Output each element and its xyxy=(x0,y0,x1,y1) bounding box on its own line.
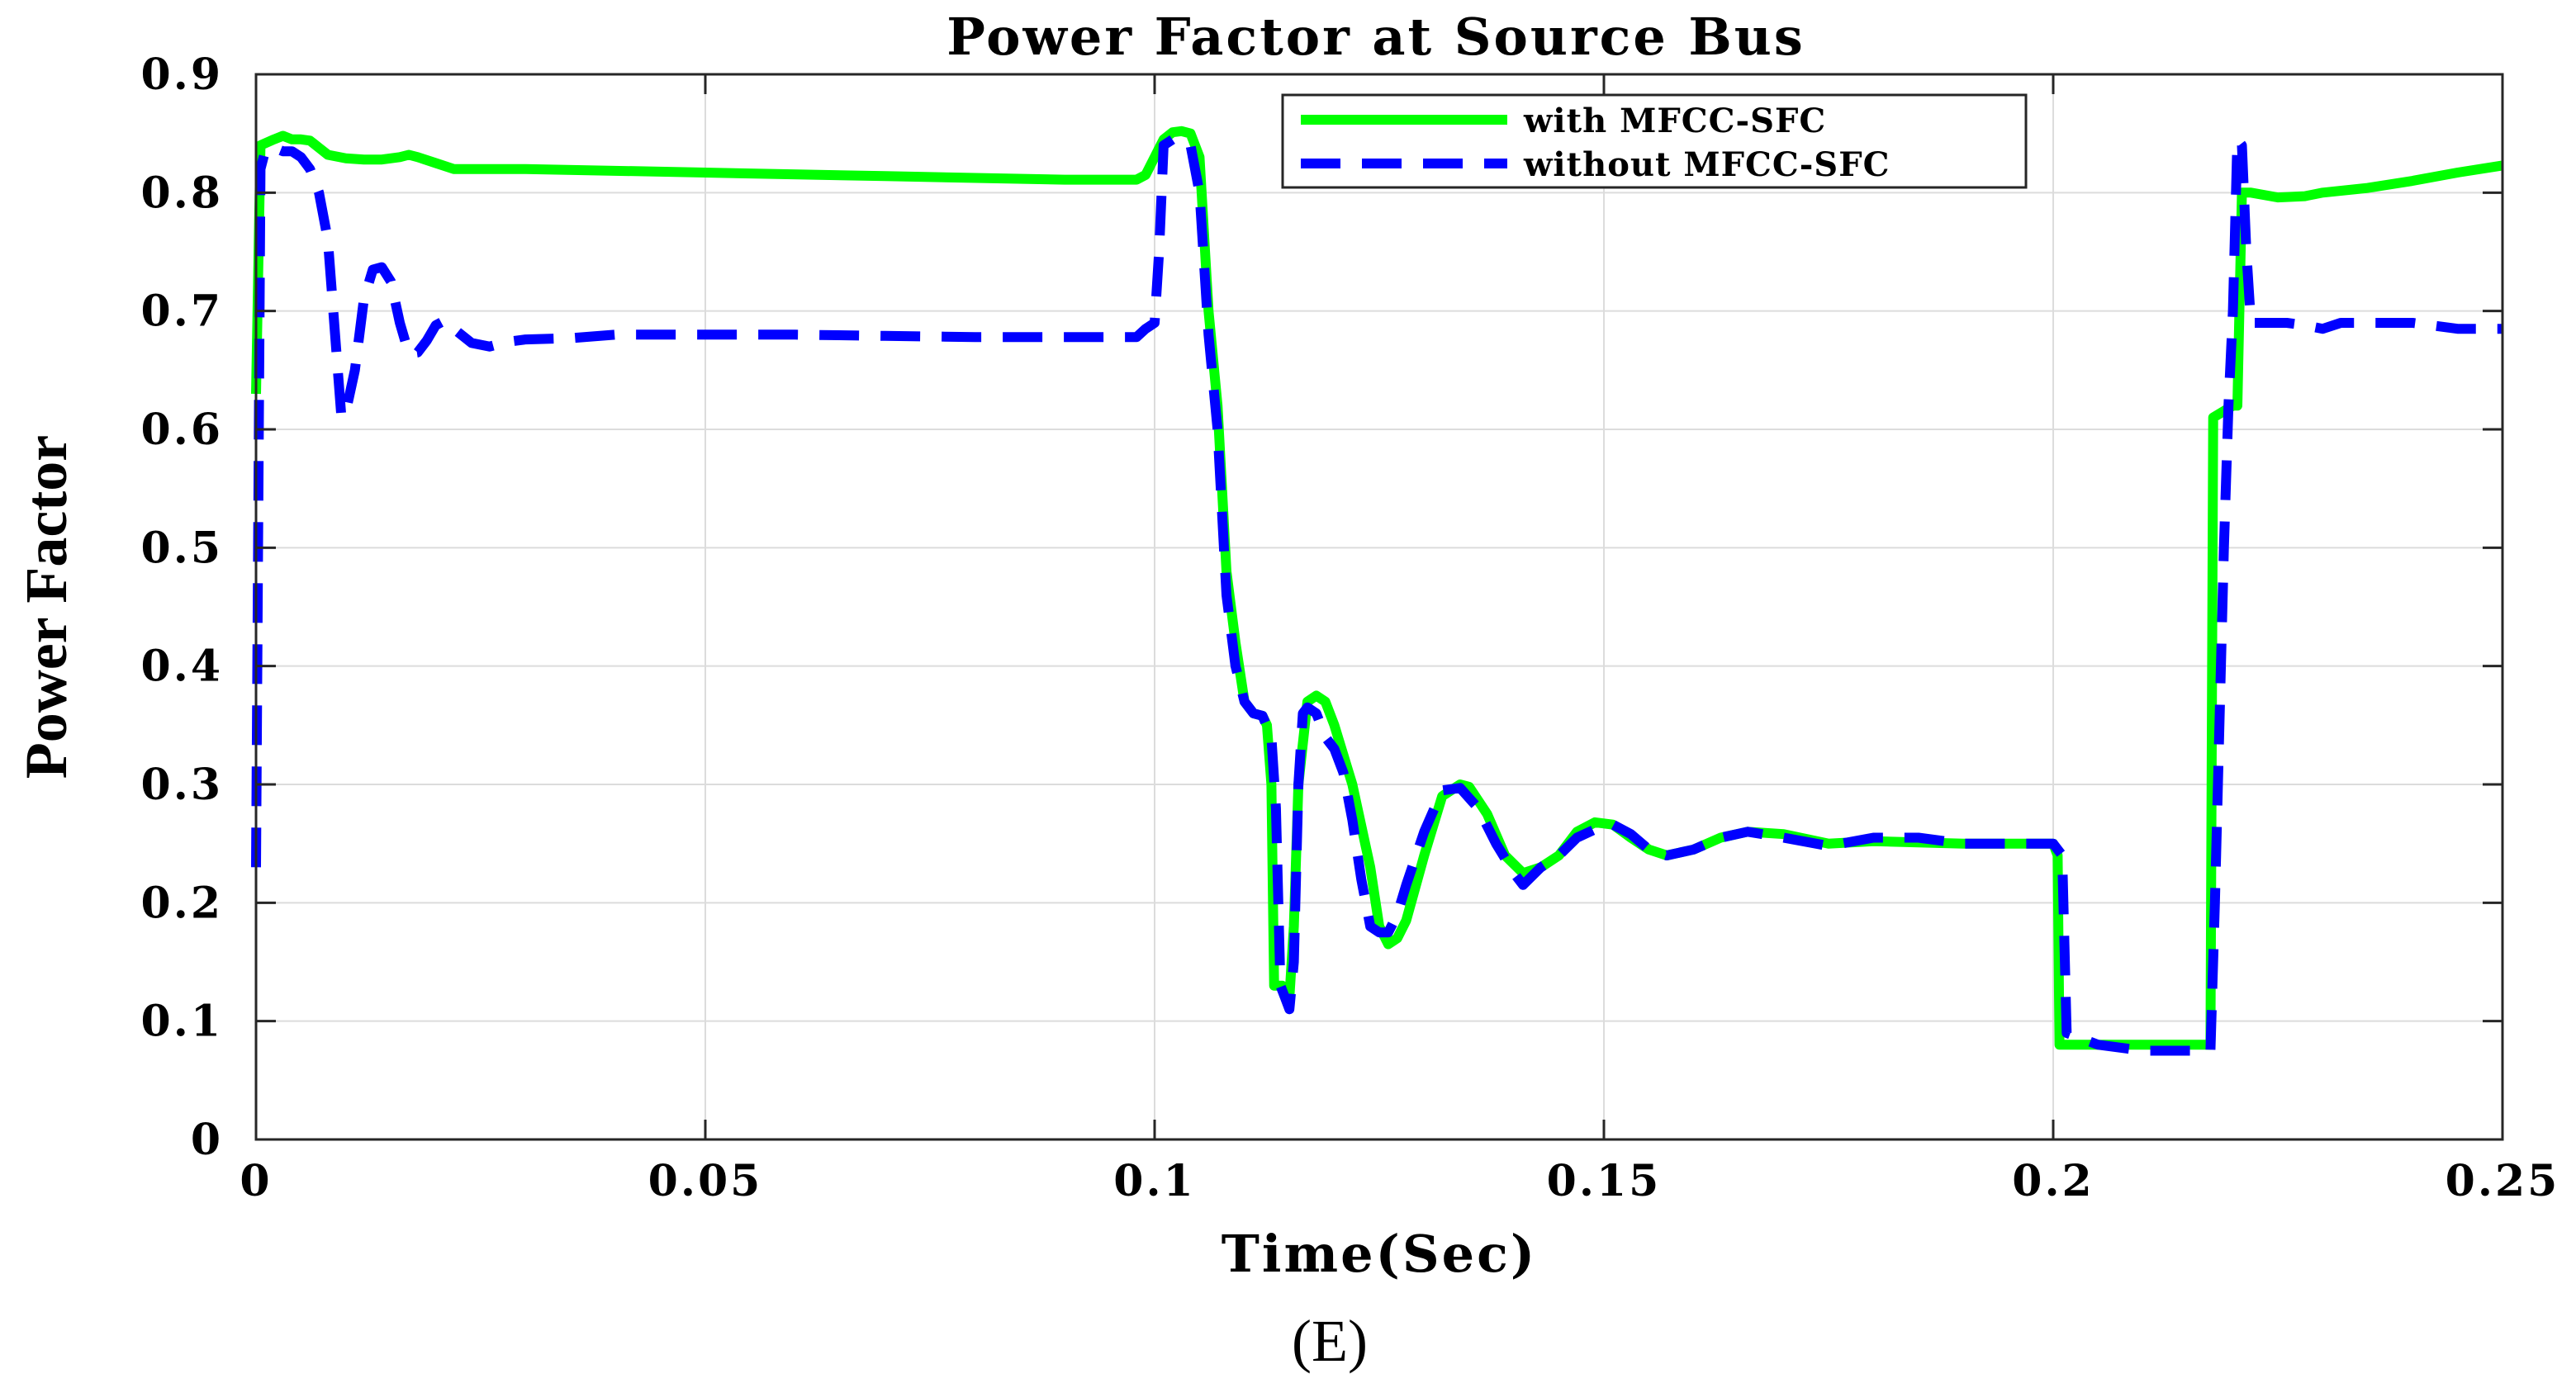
y-tick-label: 0.8 xyxy=(141,168,223,218)
x-tick-label: 0 xyxy=(240,1156,272,1206)
legend-box xyxy=(1281,93,2028,189)
x-tick-label: 0.05 xyxy=(648,1156,763,1206)
legend-label-without-mfcc-sfc: without MFCC-SFC xyxy=(1523,145,1890,184)
y-tick-label: 0 xyxy=(191,1115,223,1165)
figure-caption: (E) xyxy=(1292,1308,1368,1374)
plot-area xyxy=(256,74,2502,1139)
y-tick-label: 0.2 xyxy=(141,878,223,928)
x-tick-label: 0.1 xyxy=(1113,1156,1195,1206)
plot-frame xyxy=(254,73,2504,1141)
y-tick-label: 0.3 xyxy=(141,760,223,810)
x-axis-ticks: 0 0.05 0.1 0.15 0.2 0.25 xyxy=(240,74,2560,1206)
chart-title: Power Factor at Source Bus xyxy=(946,7,1805,67)
x-tick-label: 0.15 xyxy=(1547,1156,1662,1206)
y-tick-label: 0.9 xyxy=(141,50,223,100)
x-tick-label: 0.25 xyxy=(2446,1156,2560,1206)
x-tick-label: 0.2 xyxy=(2012,1156,2094,1206)
legend: with MFCC-SFC without MFCC-SFC xyxy=(1281,93,2028,189)
y-tick-label: 0.7 xyxy=(141,287,223,337)
series-line-with-mfcc-sfc xyxy=(251,126,2503,1050)
x-axis-label: Time(Sec) xyxy=(1222,1224,1537,1284)
y-axis-ticks: 0 0.1 0.2 0.3 0.4 0.5 0.6 0.7 0.8 0.9 xyxy=(141,50,2502,1165)
y-tick-label: 0.1 xyxy=(141,997,223,1047)
legend-label-with-mfcc-sfc: with MFCC-SFC xyxy=(1523,102,1826,140)
y-tick-label: 0.4 xyxy=(141,642,223,692)
y-axis-label: Power Factor xyxy=(13,435,79,779)
y-tick-label: 0.5 xyxy=(141,523,223,573)
series-layer xyxy=(251,126,2503,1056)
y-tick-label: 0.6 xyxy=(141,405,223,455)
grid-lines xyxy=(256,74,2502,1139)
series-line-without-mfcc-sfc xyxy=(251,134,2502,1056)
